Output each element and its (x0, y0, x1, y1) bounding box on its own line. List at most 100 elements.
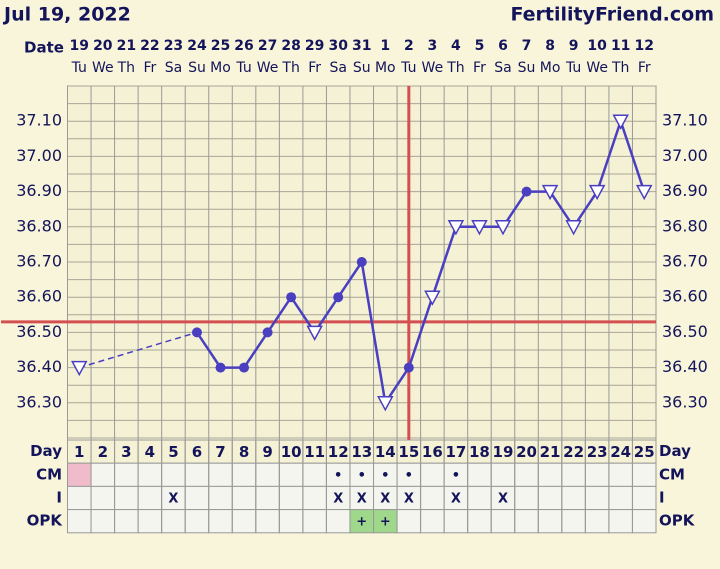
day-number: 20 (516, 443, 537, 461)
table-cell (443, 509, 469, 534)
table-cell (467, 485, 492, 511)
date-label: 6 (498, 38, 508, 54)
table-cell (631, 485, 657, 511)
table-cell (255, 485, 280, 511)
weekday-label: Th (117, 60, 135, 76)
date-label: 28 (281, 38, 300, 54)
date-label: Date (24, 39, 64, 57)
day-number: 2 (98, 443, 108, 461)
cell-mark: • (405, 468, 413, 483)
day-number: 24 (610, 443, 631, 461)
temp-dot (286, 292, 297, 303)
row-label: CM (659, 465, 685, 483)
day-number: 16 (422, 443, 443, 461)
date-label: 31 (352, 38, 371, 54)
table-cell (278, 509, 304, 534)
date-label: 8 (545, 38, 555, 54)
table-cell (137, 462, 163, 487)
table-cell (278, 462, 304, 487)
table-cell (231, 509, 257, 534)
y-tick-label: 36.70 (662, 252, 708, 271)
table-cell (231, 485, 257, 511)
day-number: 5 (168, 443, 178, 461)
weekday-label: Su (518, 60, 536, 76)
date-label: 12 (634, 38, 653, 54)
temp-triangle (494, 220, 512, 236)
day-number: 8 (239, 443, 249, 461)
weekday-label: Fr (143, 60, 156, 76)
table-cell (90, 462, 116, 487)
table-cell (161, 509, 186, 534)
day-number: 19 (493, 443, 514, 461)
temp-dot (262, 327, 273, 338)
cell-mark: • (381, 468, 389, 483)
table-cell (514, 485, 539, 511)
temp-dot (403, 362, 414, 373)
cell-mark: • (452, 468, 460, 483)
table-cell (67, 509, 92, 534)
temp-triangle (424, 290, 441, 306)
date-label: 24 (187, 38, 207, 54)
weekday-label: Sa (329, 60, 346, 76)
date-label: 25 (211, 38, 230, 54)
day-number: 15 (398, 443, 419, 461)
weekday-label: Mo (210, 60, 231, 76)
table-cell (302, 485, 327, 511)
table-cell (584, 509, 610, 534)
y-tick-label: 36.80 (16, 216, 62, 235)
weekday-label: Fr (638, 60, 651, 76)
table-cell (67, 485, 92, 511)
table-cell (208, 462, 233, 487)
cell-mark: X (168, 492, 178, 507)
table-cell (278, 485, 304, 511)
row-label: CM (36, 465, 62, 483)
weekday-label: Su (353, 60, 371, 76)
day-number: 14 (375, 443, 396, 461)
table-cell (67, 462, 92, 487)
row-label: Day (659, 442, 691, 460)
y-tick-label: 36.80 (662, 216, 708, 235)
day-number: 7 (215, 443, 225, 461)
day-number: 6 (192, 443, 202, 461)
table-cell (631, 509, 657, 534)
table-cell (114, 485, 139, 511)
table-cell (90, 485, 116, 511)
y-tick-label: 36.60 (662, 287, 708, 306)
y-tick-label: 36.60 (16, 287, 62, 306)
table-cell (608, 509, 633, 534)
date-label: 7 (522, 38, 532, 54)
weekday-label: Tu (235, 60, 251, 76)
table-cell (184, 509, 210, 534)
table-cell (420, 462, 445, 487)
table-cell (584, 485, 610, 511)
table-cell (537, 509, 563, 534)
y-tick-label: 36.40 (16, 357, 62, 376)
table-cell (137, 509, 163, 534)
table-cell (537, 485, 563, 511)
site-name: FertilityFriend.com (510, 4, 714, 26)
y-tick-label: 37.00 (16, 146, 62, 165)
temp-triangle (541, 184, 559, 201)
table-cell (231, 462, 257, 487)
date-label: 9 (569, 38, 579, 54)
day-number: 13 (351, 443, 372, 461)
chart-title: Jul 19, 2022 (2, 4, 131, 26)
cell-mark: X (357, 492, 367, 507)
gap-connector (79, 331, 198, 369)
cell-mark: X (498, 492, 508, 507)
weekday-label: Mo (375, 60, 396, 76)
date-label: 3 (427, 38, 437, 54)
cell-mark: • (334, 468, 342, 483)
table-cell (467, 462, 492, 487)
table-cell (584, 462, 610, 487)
weekday-label: We (257, 60, 279, 76)
cell-mark: + (356, 515, 367, 530)
weekday-label: Mo (540, 60, 561, 76)
y-tick-label: 36.70 (16, 252, 62, 271)
temp-dot (191, 327, 202, 338)
day-number: 25 (634, 443, 655, 461)
table-cell (608, 462, 633, 487)
table-cell (608, 485, 633, 511)
y-tick-label: 36.30 (16, 392, 62, 411)
